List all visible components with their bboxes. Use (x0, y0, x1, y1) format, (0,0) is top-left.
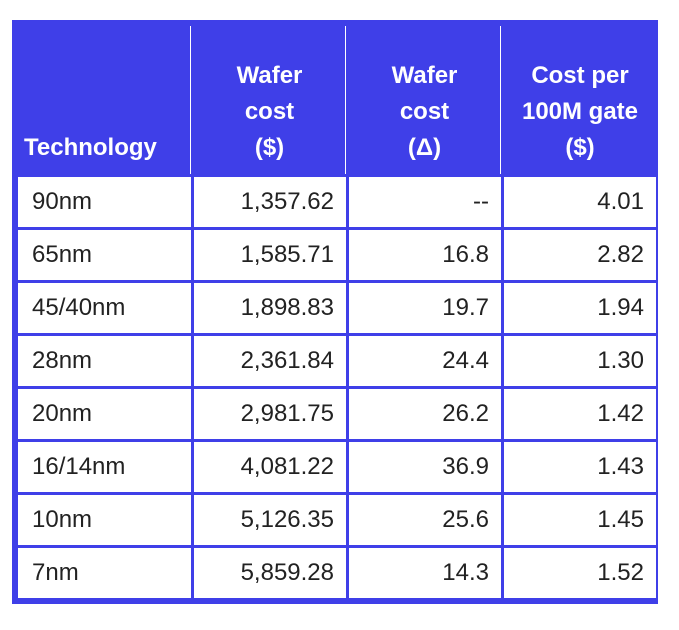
cell-wafer-cost: 1,585.71 (194, 230, 346, 280)
cell-wafer-cost-delta: 25.6 (349, 495, 501, 545)
cell-wafer-cost: 1,898.83 (194, 283, 346, 333)
column-header-line: Technology (24, 134, 157, 161)
cell-technology: 45/40nm (18, 283, 191, 333)
column-header-line: ($) (254, 134, 285, 161)
table-row: 10nm 5,126.35 25.6 1.45 (18, 495, 656, 545)
cell-wafer-cost-delta: 36.9 (349, 442, 501, 492)
column-header-line: Wafer (391, 62, 458, 89)
table-row: 28nm 2,361.84 24.4 1.30 (18, 336, 656, 386)
cell-technology: 90nm (18, 177, 191, 227)
cell-technology: 7nm (18, 548, 191, 598)
cell-wafer-cost: 2,981.75 (194, 389, 346, 439)
cost-table: Technology Wafer cost ($) Wafer cost (Δ) Cost p… (15, 23, 659, 601)
cell-cost-per-100m-gate: 1.43 (504, 442, 656, 492)
cell-wafer-cost: 5,859.28 (194, 548, 346, 598)
cell-wafer-cost: 4,081.22 (194, 442, 346, 492)
cell-wafer-cost-delta: -- (349, 177, 501, 227)
column-header-cost-per-100m-gate: Cost per 100M gate ($) (504, 26, 656, 174)
cell-cost-per-100m-gate: 1.52 (504, 548, 656, 598)
column-header-line: cost (244, 98, 295, 125)
column-header-line: Wafer (236, 62, 303, 89)
column-header-line: (Δ) (407, 134, 442, 161)
table-row: 45/40nm 1,898.83 19.7 1.94 (18, 283, 656, 333)
cell-wafer-cost: 5,126.35 (194, 495, 346, 545)
column-header-wafer-cost-delta: Wafer cost (Δ) (349, 26, 501, 174)
table-body: 90nm 1,357.62 -- 4.01 65nm 1,585.71 16.8 2.82 45… (18, 177, 656, 598)
column-header-line: ($) (565, 134, 595, 161)
table-row: 7nm 5,859.28 14.3 1.52 (18, 548, 656, 598)
table-header: Technology Wafer cost ($) Wafer cost (Δ) Cost p… (18, 26, 656, 174)
cell-wafer-cost: 2,361.84 (194, 336, 346, 386)
cell-wafer-cost-delta: 19.7 (349, 283, 501, 333)
table-row: 65nm 1,585.71 16.8 2.82 (18, 230, 656, 280)
cell-technology: 10nm (18, 495, 191, 545)
cell-technology: 16/14nm (18, 442, 191, 492)
cell-technology: 20nm (18, 389, 191, 439)
cell-wafer-cost: 1,357.62 (194, 177, 346, 227)
cell-cost-per-100m-gate: 1.94 (504, 283, 656, 333)
header-row: Technology Wafer cost ($) Wafer cost (Δ) Cost p… (18, 26, 656, 174)
cell-technology: 65nm (18, 230, 191, 280)
cost-table-frame: Technology Wafer cost ($) Wafer cost (Δ) Cost p… (12, 20, 658, 604)
cell-cost-per-100m-gate: 1.30 (504, 336, 656, 386)
table-row: 20nm 2,981.75 26.2 1.42 (18, 389, 656, 439)
cell-wafer-cost-delta: 24.4 (349, 336, 501, 386)
table-row: 90nm 1,357.62 -- 4.01 (18, 177, 656, 227)
cell-wafer-cost-delta: 26.2 (349, 389, 501, 439)
column-header-line: Cost per (531, 62, 629, 89)
column-header-wafer-cost: Wafer cost ($) (194, 26, 346, 174)
cell-cost-per-100m-gate: 2.82 (504, 230, 656, 280)
table-row: 16/14nm 4,081.22 36.9 1.43 (18, 442, 656, 492)
column-header-line: 100M gate (521, 98, 639, 125)
cell-cost-per-100m-gate: 4.01 (504, 177, 656, 227)
cell-wafer-cost-delta: 16.8 (349, 230, 501, 280)
column-header-technology: Technology (18, 26, 191, 174)
cell-cost-per-100m-gate: 1.42 (504, 389, 656, 439)
cell-wafer-cost-delta: 14.3 (349, 548, 501, 598)
column-header-line: cost (399, 98, 450, 125)
cell-cost-per-100m-gate: 1.45 (504, 495, 656, 545)
cell-technology: 28nm (18, 336, 191, 386)
